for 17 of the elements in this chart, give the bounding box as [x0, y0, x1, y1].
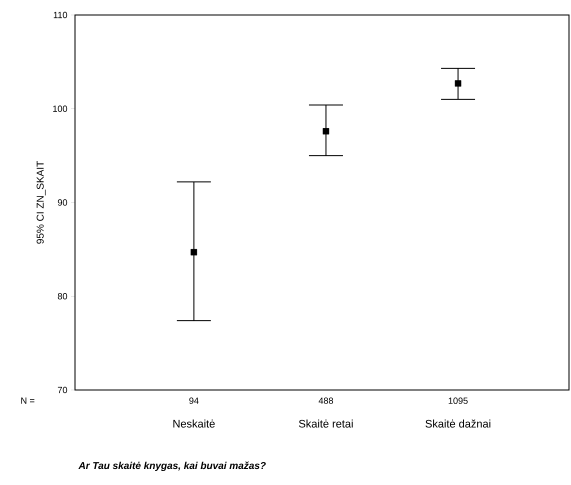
- y-tick-label: 90: [58, 199, 68, 206]
- y-tick-label: 80: [58, 293, 68, 300]
- x-tick-label: Skaitė retai: [298, 420, 353, 428]
- text: 1095: [448, 398, 468, 404]
- y-tick-label: 70: [58, 386, 68, 394]
- point: [454, 80, 462, 87]
- text: 94: [189, 398, 199, 404]
- text: N =: [21, 398, 34, 404]
- x-tick-label: Skaitė dažnai: [426, 420, 490, 428]
- x-tick-label: Neskaitė: [173, 420, 215, 428]
- y-tick-label: 110: [54, 12, 68, 18]
- y-tick-label: 100: [53, 106, 68, 112]
- y-axis-title: 95% CI ZN_SKAIT: [36, 161, 46, 244]
- point: [190, 248, 198, 256]
- text: 488: [318, 398, 334, 404]
- point: [322, 128, 330, 134]
- x-axis-title: Ar Tau skaitė knygas, kai buvai mažas?: [78, 462, 266, 472]
